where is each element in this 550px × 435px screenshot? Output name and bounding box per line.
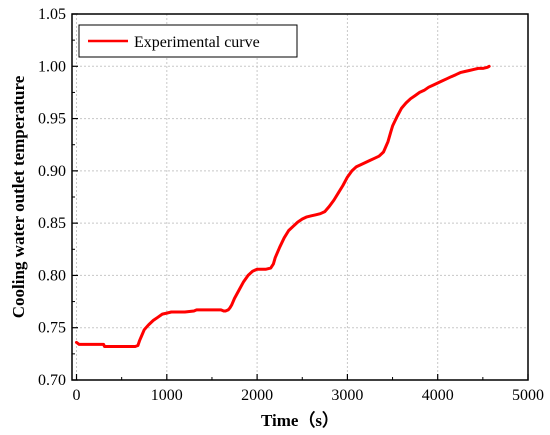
x-tick-label-4: 4000	[422, 387, 454, 404]
x-tick-label-3: 3000	[331, 387, 363, 404]
x-tick-label-1: 1000	[151, 387, 183, 404]
x-axis: 0 1000 2000 3000 4000 5000	[73, 374, 544, 404]
series-line-0	[75, 64, 491, 348]
y-tick-label-4: 0.90	[38, 163, 66, 180]
plot-frame	[71, 13, 529, 381]
y-tick-label-3: 0.85	[38, 215, 66, 232]
y-tick-label-0: 0.70	[38, 372, 66, 389]
x-tick-label-2: 2000	[241, 387, 273, 404]
x-tick-label-5: 5000	[512, 387, 544, 404]
y-axis: 0.70 0.75 0.80 0.85 0.90 0.95 1.00 1.05	[38, 6, 78, 389]
y-axis-title: Cooling water outlet temperature	[9, 75, 28, 318]
legend: Experimental curve	[78, 24, 298, 58]
y-tick-label-7: 1.05	[38, 6, 66, 23]
legend-label-experimental-curve: Experimental curve	[134, 34, 260, 51]
series-layer	[75, 64, 491, 348]
y-tick-label-2: 0.80	[38, 267, 66, 284]
x-tick-label-0: 0	[73, 387, 81, 404]
x-axis-title: Time（s）	[261, 410, 339, 430]
y-tick-label-1: 0.75	[38, 320, 66, 337]
grid	[72, 14, 529, 380]
y-tick-label-5: 0.95	[38, 111, 66, 128]
y-tick-label-6: 1.00	[38, 58, 66, 75]
